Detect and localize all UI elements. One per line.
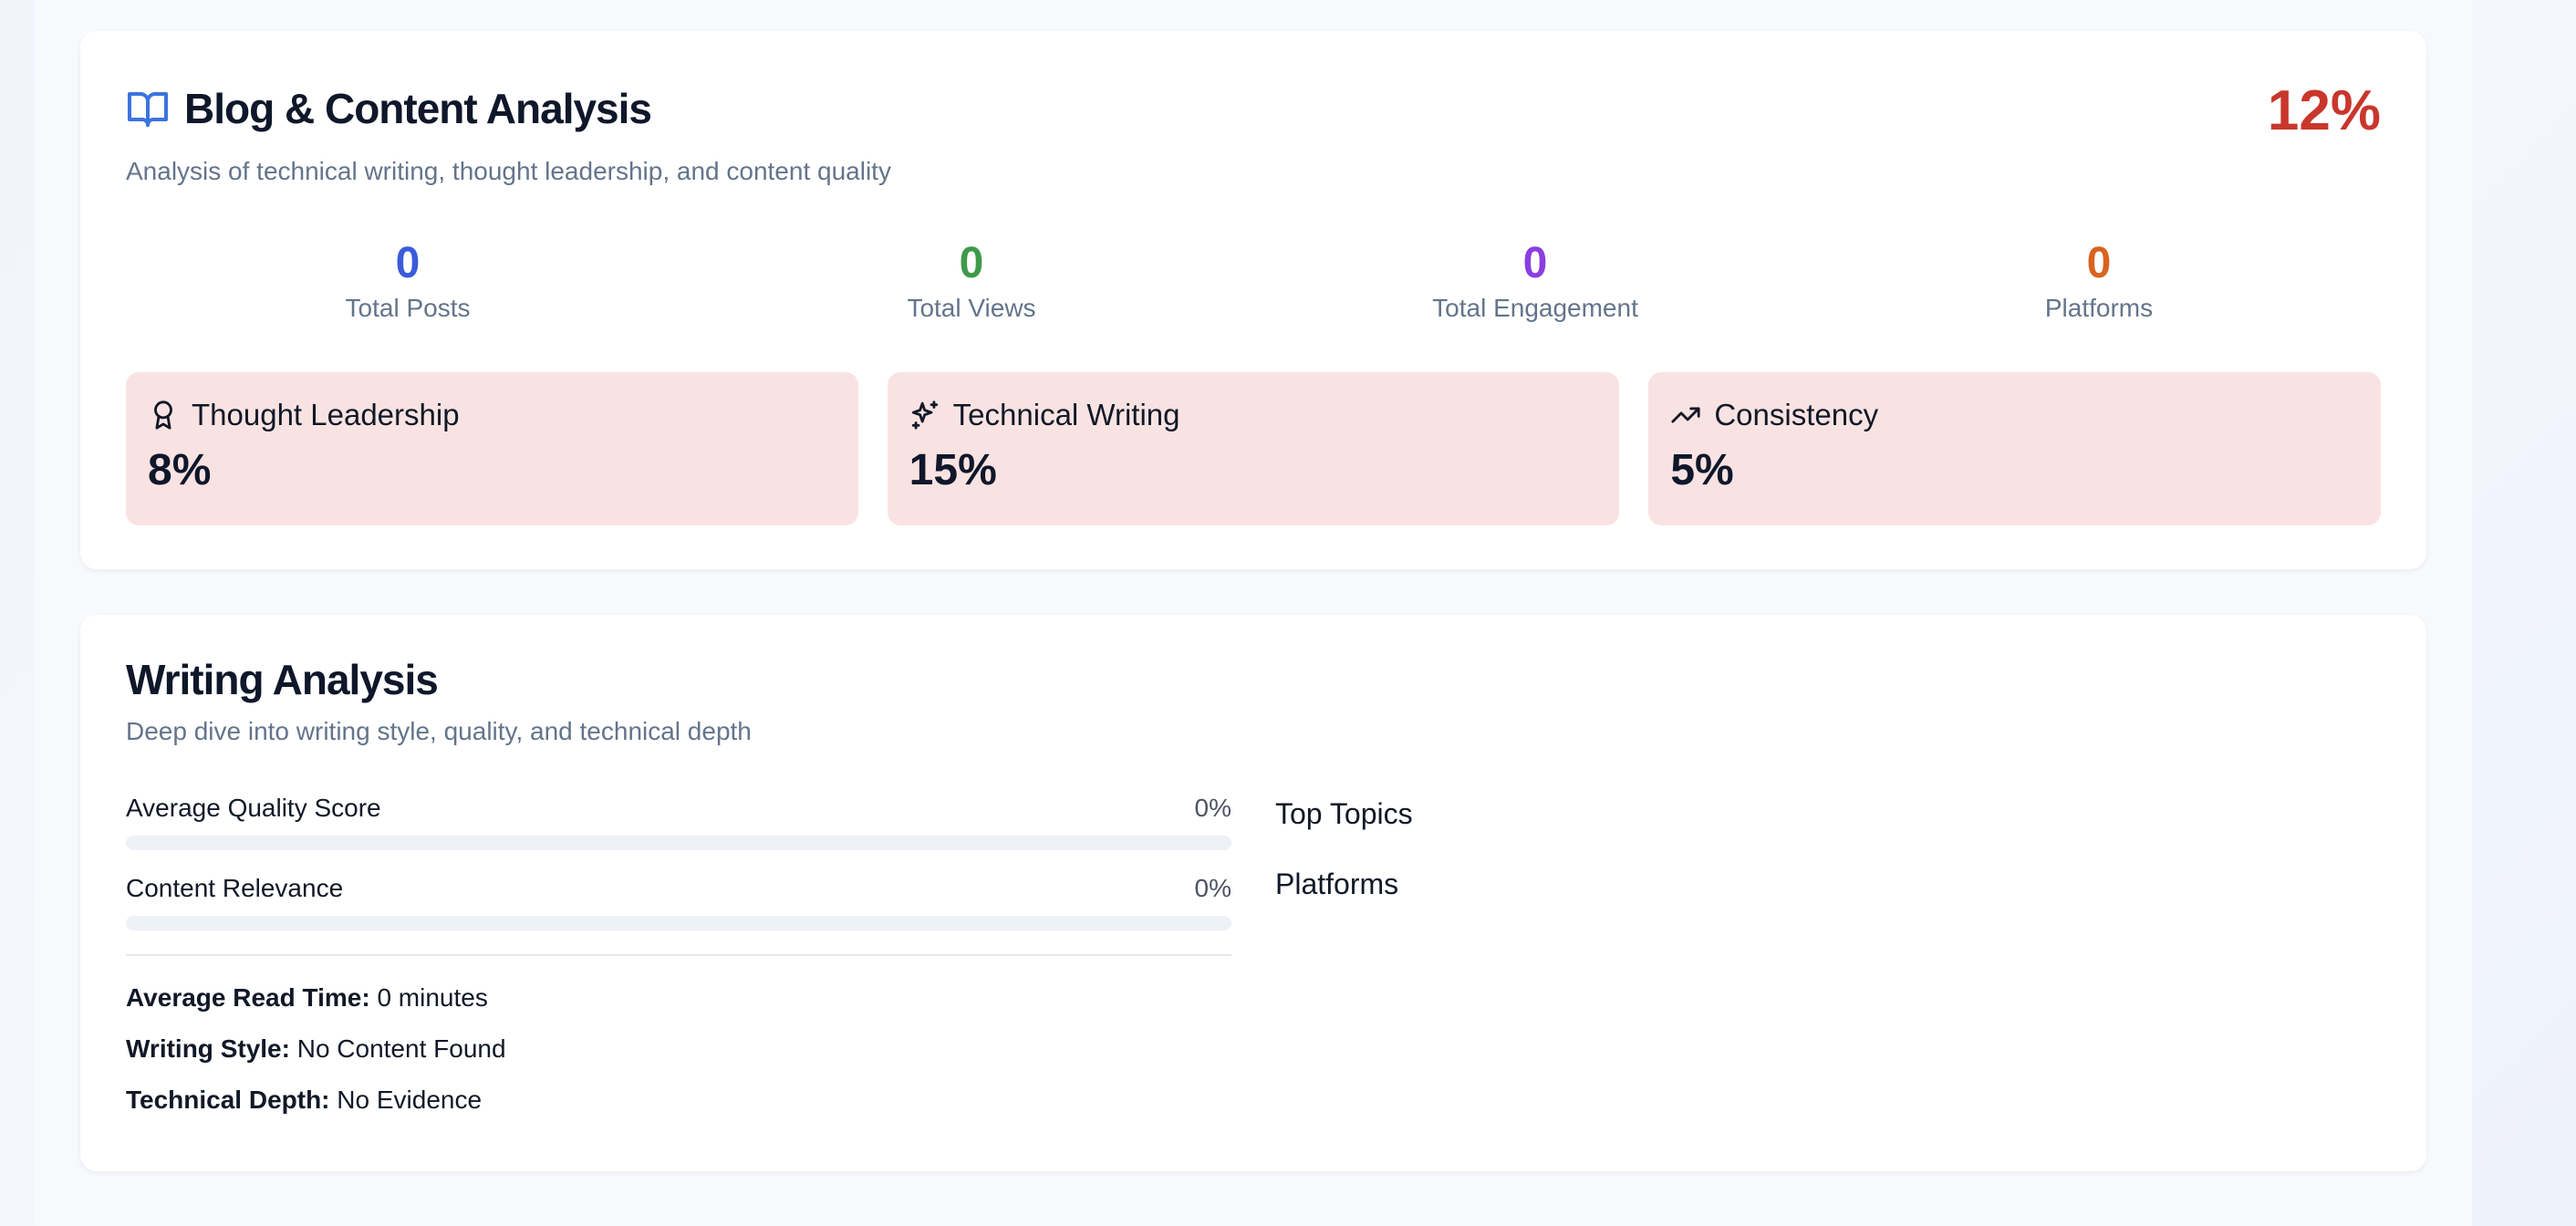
stat-label: Total Posts	[345, 294, 471, 322]
metric-value: 15%	[909, 446, 997, 494]
writing-metrics-column: Average Quality Score 0% Content Relevan…	[126, 794, 1231, 1126]
blog-header: Blog & Content Analysis	[126, 84, 652, 133]
top-topics-heading: Top Topics	[1275, 797, 1413, 830]
metric-label: Consistency	[1714, 398, 1879, 431]
divider	[126, 954, 1231, 956]
detail-key: Technical Depth:	[126, 1086, 330, 1114]
writing-analysis-card: Writing Analysis Deep dive into writing …	[80, 615, 2426, 1171]
metric-label: Technical Writing	[952, 398, 1180, 431]
metric-consistency: Consistency 5%	[1648, 372, 2382, 525]
content-relevance-row: Content Relevance 0%	[126, 874, 1231, 930]
stat-value: 0	[2086, 239, 2112, 287]
trending-up-icon	[1671, 407, 1700, 423]
bar-label: Content Relevance	[126, 874, 344, 902]
book-open-icon	[128, 92, 168, 127]
award-icon	[154, 400, 172, 430]
detail-value: No Evidence	[337, 1086, 483, 1114]
bar-percent: 0%	[1194, 794, 1231, 822]
metric-technical-writing: Technical Writing 15%	[887, 372, 1620, 525]
blog-title: Blog & Content Analysis	[184, 85, 652, 132]
platforms-heading: Platforms	[1275, 868, 1399, 900]
stat-value: 0	[959, 239, 984, 287]
stat-platforms: 0 Platforms	[1817, 237, 2381, 323]
blog-subtitle: Analysis of technical writing, thought l…	[126, 157, 891, 185]
metric-thought-leadership: Thought Leadership 8%	[126, 372, 858, 525]
stat-total-posts: 0 Total Posts	[126, 237, 690, 323]
blog-content-analysis-card: Blog & Content Analysis 12% Analysis of …	[80, 31, 2426, 569]
stat-value: 0	[395, 239, 421, 287]
writing-title: Writing Analysis	[126, 656, 439, 703]
blog-stats: 0 Total Posts 0 Total Views 0 Total Enga…	[126, 237, 2381, 323]
stat-label: Total Engagement	[1432, 294, 1638, 322]
stat-label: Platforms	[2044, 294, 2154, 322]
metric-value: 5%	[1670, 446, 1734, 494]
stat-value: 0	[1522, 239, 1548, 287]
detail-key: Average Read Time:	[126, 983, 370, 1012]
detail-read-time: Average Read Time: 0 minutes	[126, 972, 1231, 1023]
detail-value: 0 minutes	[377, 983, 488, 1012]
stat-total-engagement: 0 Total Engagement	[1253, 237, 1817, 323]
bar-label: Average Quality Score	[126, 794, 381, 822]
bar-percent: 0%	[1194, 874, 1231, 902]
writing-topics-column: Top Topics Platforms	[1275, 797, 1413, 938]
sparkles-icon	[911, 400, 938, 430]
detail-key: Writing Style:	[126, 1034, 290, 1063]
stat-total-views: 0 Total Views	[690, 237, 1253, 323]
metric-value: 8%	[148, 446, 212, 494]
quality-score-row: Average Quality Score 0%	[126, 794, 1231, 850]
progress-track	[126, 916, 1231, 930]
blog-metrics: Thought Leadership 8% Technical Writing …	[126, 372, 2382, 525]
blog-score: 12%	[2267, 79, 2381, 142]
detail-writing-style: Writing Style: No Content Found	[126, 1023, 1231, 1075]
progress-track	[126, 836, 1231, 850]
metric-label: Thought Leadership	[192, 398, 460, 431]
stat-label: Total Views	[907, 294, 1036, 322]
detail-value: No Content Found	[296, 1034, 506, 1063]
detail-technical-depth: Technical Depth: No Evidence	[126, 1075, 1231, 1126]
writing-subtitle: Deep dive into writing style, quality, a…	[126, 717, 752, 745]
